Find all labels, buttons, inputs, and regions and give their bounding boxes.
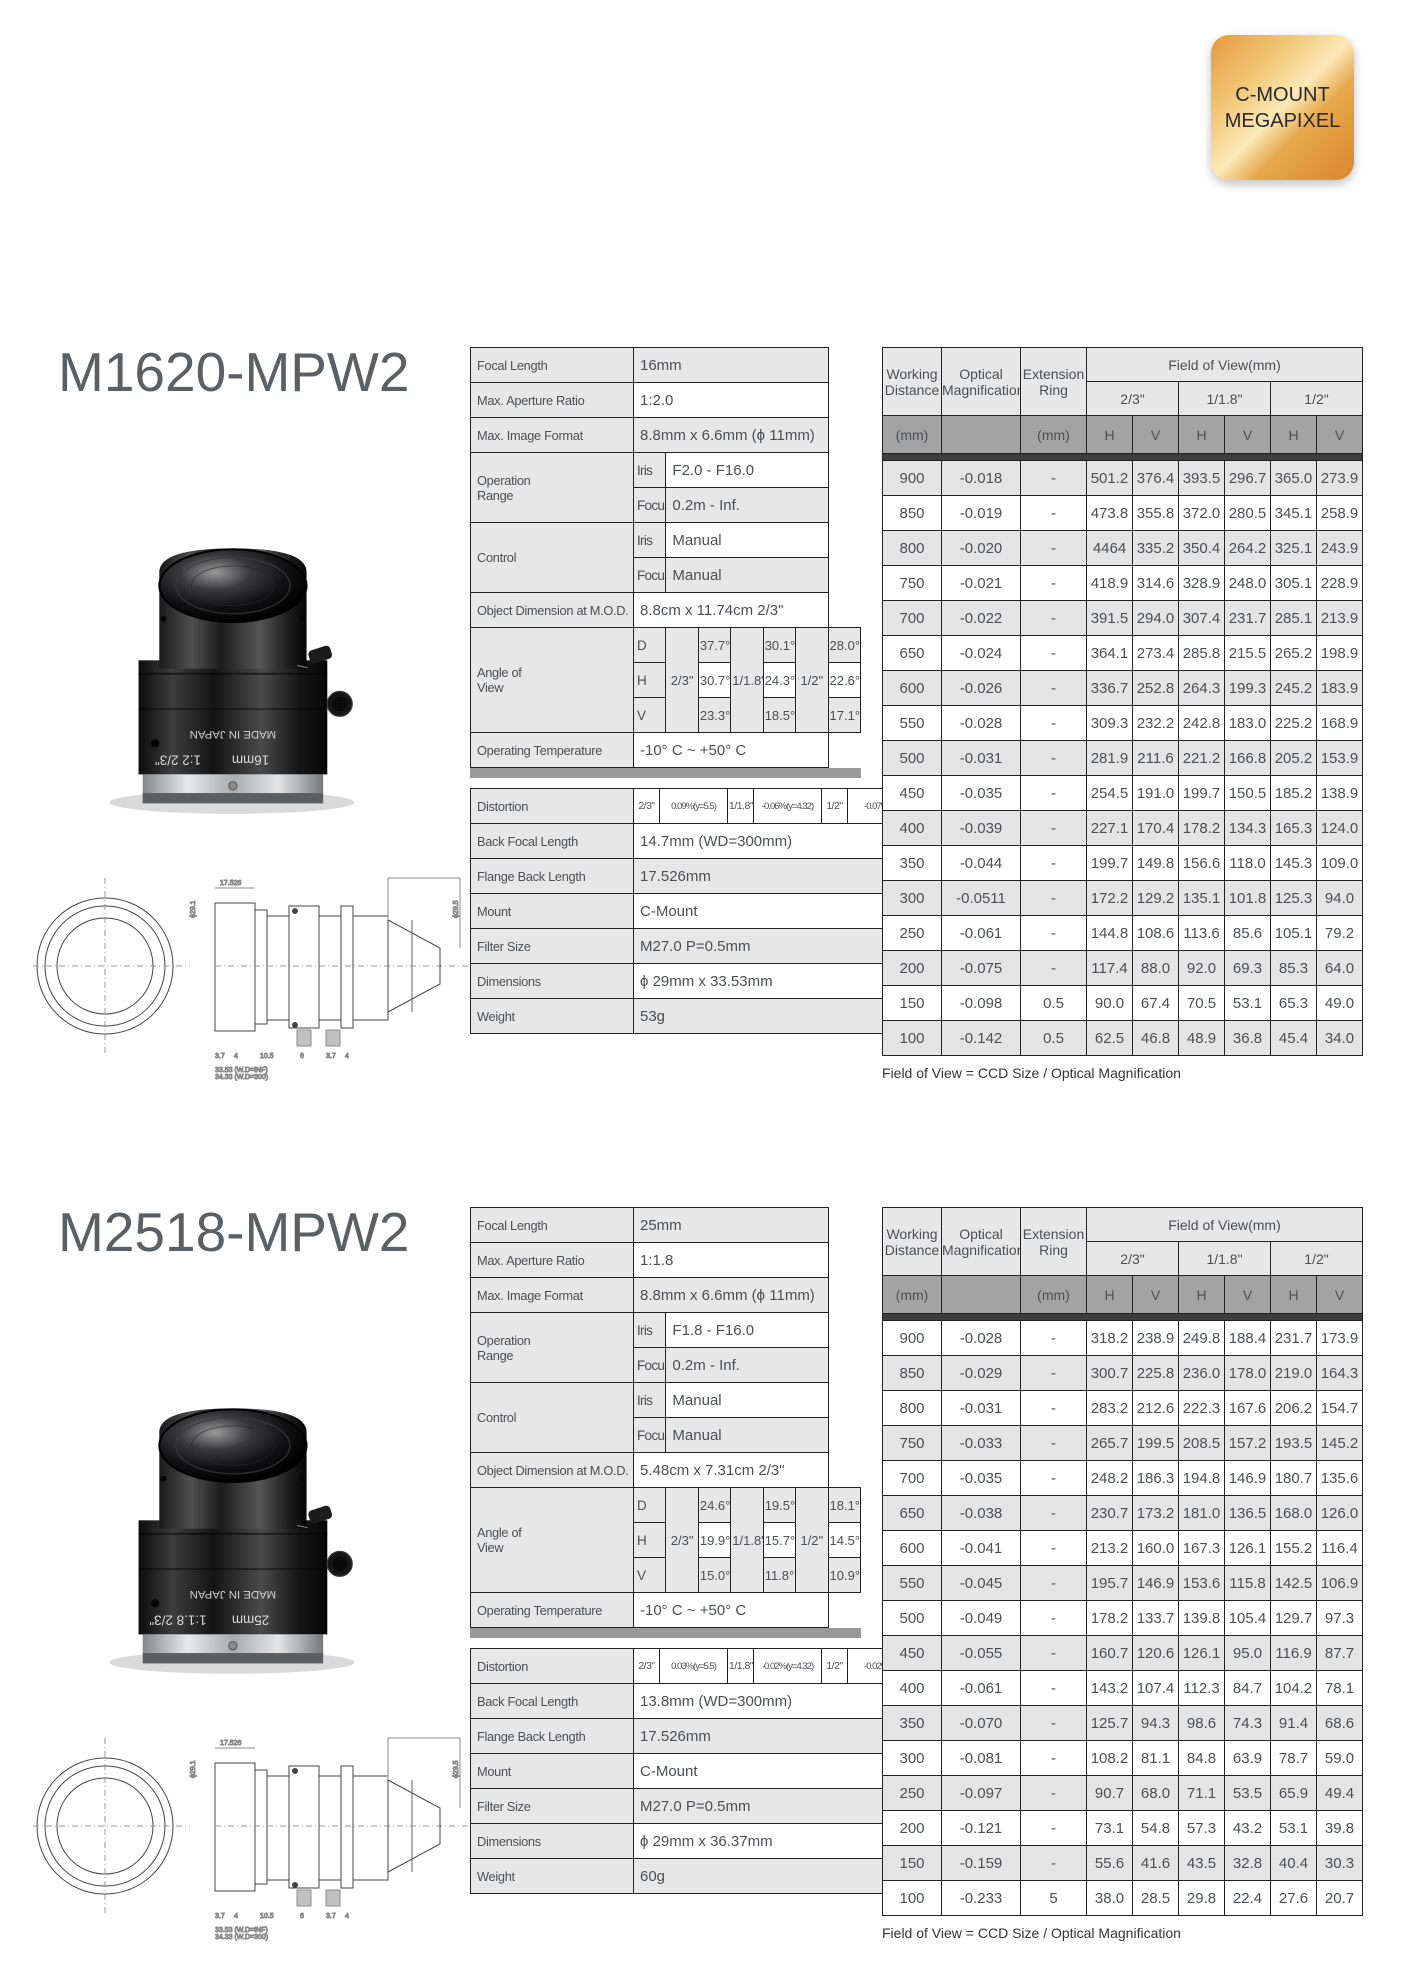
- svg-text:33.53 (W.D=INF): 33.53 (W.D=INF): [215, 1927, 268, 1934]
- svg-text:3.7: 3.7: [326, 1913, 336, 1920]
- svg-text:16mm: 16mm: [232, 753, 269, 768]
- svg-text:3.7: 3.7: [215, 1913, 225, 1920]
- svg-text:ϕ29.1: ϕ29.1: [190, 900, 197, 918]
- svg-text:10.5: 10.5: [260, 1913, 274, 1920]
- svg-text:17.526: 17.526: [220, 880, 242, 887]
- svg-text:33.53 (W.D=INF): 33.53 (W.D=INF): [215, 1067, 268, 1074]
- svg-text:17.526: 17.526: [220, 1740, 242, 1747]
- svg-text:34.33 (W.D=300): 34.33 (W.D=300): [215, 1934, 268, 1941]
- svg-text:ϕ29.5: ϕ29.5: [453, 900, 460, 918]
- svg-text:3.7: 3.7: [326, 1053, 336, 1060]
- svg-text:1:1.8 2/3": 1:1.8 2/3": [149, 1613, 206, 1628]
- svg-text:ϕ29.5: ϕ29.5: [453, 1760, 460, 1778]
- svg-text:ϕ29.1: ϕ29.1: [190, 1760, 197, 1778]
- svg-text:4: 4: [345, 1913, 349, 1920]
- svg-text:4: 4: [234, 1053, 238, 1060]
- svg-text:1:2 2/3": 1:2 2/3": [155, 753, 201, 768]
- svg-text:34.33 (W.D=300): 34.33 (W.D=300): [215, 1074, 268, 1081]
- svg-text:4: 4: [345, 1053, 349, 1060]
- svg-text:6: 6: [300, 1913, 304, 1920]
- svg-text:6: 6: [300, 1053, 304, 1060]
- svg-text:4: 4: [234, 1913, 238, 1920]
- svg-text:10.5: 10.5: [260, 1053, 274, 1060]
- svg-text:3.7: 3.7: [215, 1053, 225, 1060]
- svg-text:25mm: 25mm: [232, 1613, 269, 1628]
- svg-text:MADE IN JAPAN: MADE IN JAPAN: [190, 1588, 276, 1600]
- svg-text:MADE IN JAPAN: MADE IN JAPAN: [190, 728, 276, 740]
